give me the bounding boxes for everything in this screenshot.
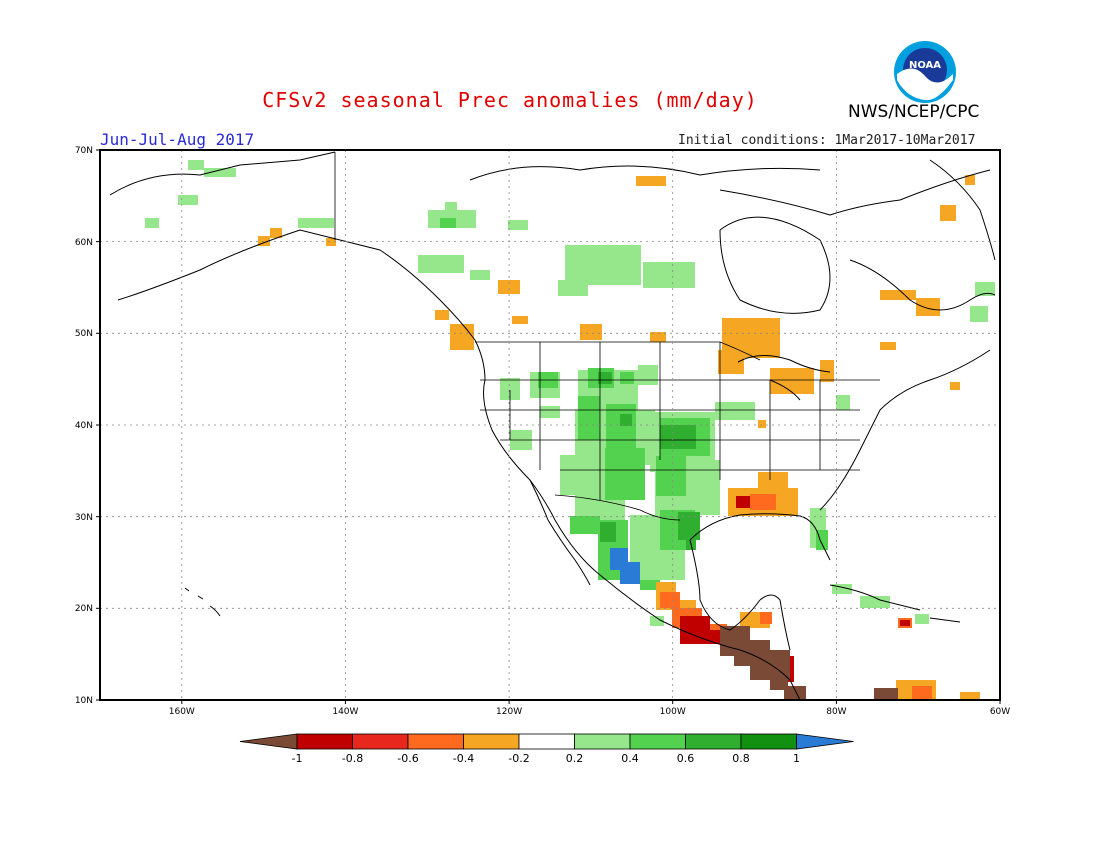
latitude-labels: 70N 60N 50N 40N 30N 20N 10N — [75, 146, 93, 706]
colorbar-segment — [574, 733, 631, 750]
noaa-logo: NOAA — [894, 41, 956, 103]
lat-label: 30N — [75, 513, 93, 523]
colorbar-label: 0.6 — [677, 752, 695, 765]
political-borders — [334, 152, 880, 521]
colorbar-label: -0.8 — [342, 752, 363, 765]
longitude-labels: 160W 140W 120W 100W 80W 60W — [169, 707, 1011, 717]
axis-ticks — [96, 149, 1001, 704]
colorbar-segment — [740, 733, 797, 750]
colorbar: -1 -0.8 -0.6 -0.4 -0.2 0.2 0.4 0.6 0.8 1 — [239, 733, 854, 765]
noaa-logo-text: NOAA — [909, 60, 941, 71]
colorbar-segment — [629, 733, 686, 750]
lat-label: 50N — [75, 329, 93, 339]
colorbar-low-arrow — [239, 733, 298, 750]
lat-label: 10N — [75, 696, 93, 706]
agency-label: NWS/NCEP/CPC — [848, 102, 980, 122]
colorbar-label: 1 — [793, 752, 800, 765]
initial-conditions-label: Initial conditions: 1Mar2017-10Mar2017 — [678, 133, 976, 148]
lat-label: 60N — [75, 238, 93, 248]
season-label: Jun-Jul-Aug 2017 — [100, 130, 255, 149]
lon-label: 140W — [332, 707, 358, 717]
colorbar-segment — [685, 733, 742, 750]
colorbar-segment — [352, 733, 409, 750]
colorbar-segment — [463, 733, 520, 750]
lon-label: 160W — [169, 707, 195, 717]
lon-label: 120W — [496, 707, 522, 717]
colorbar-label: 0.2 — [566, 752, 584, 765]
lon-label: 80W — [826, 707, 846, 717]
colorbar-high-arrow — [796, 733, 854, 750]
colorbar-segment — [296, 733, 353, 750]
colorbar-label: -1 — [292, 752, 303, 765]
lat-label: 40N — [75, 421, 93, 431]
lat-label: 70N — [75, 146, 93, 156]
coastlines — [109, 151, 996, 700]
colorbar-label: -0.6 — [397, 752, 418, 765]
map-title: CFSv2 seasonal Prec anomalies (mm/day) — [262, 88, 758, 112]
colorbar-label: -0.2 — [508, 752, 529, 765]
lon-label: 100W — [660, 707, 686, 717]
colorbar-label: 0.8 — [732, 752, 750, 765]
lon-label: 60W — [990, 707, 1010, 717]
colorbar-segment — [407, 733, 464, 750]
lat-lon-grid — [100, 150, 1000, 700]
lat-label: 20N — [75, 604, 93, 614]
anomaly-very-wet — [610, 548, 640, 584]
colorbar-label: 0.4 — [621, 752, 639, 765]
anomaly-strong-wet — [598, 372, 700, 550]
colorbar-segment — [518, 733, 575, 750]
anomaly-very-dry — [720, 626, 898, 700]
colorbar-label: -0.4 — [453, 752, 474, 765]
